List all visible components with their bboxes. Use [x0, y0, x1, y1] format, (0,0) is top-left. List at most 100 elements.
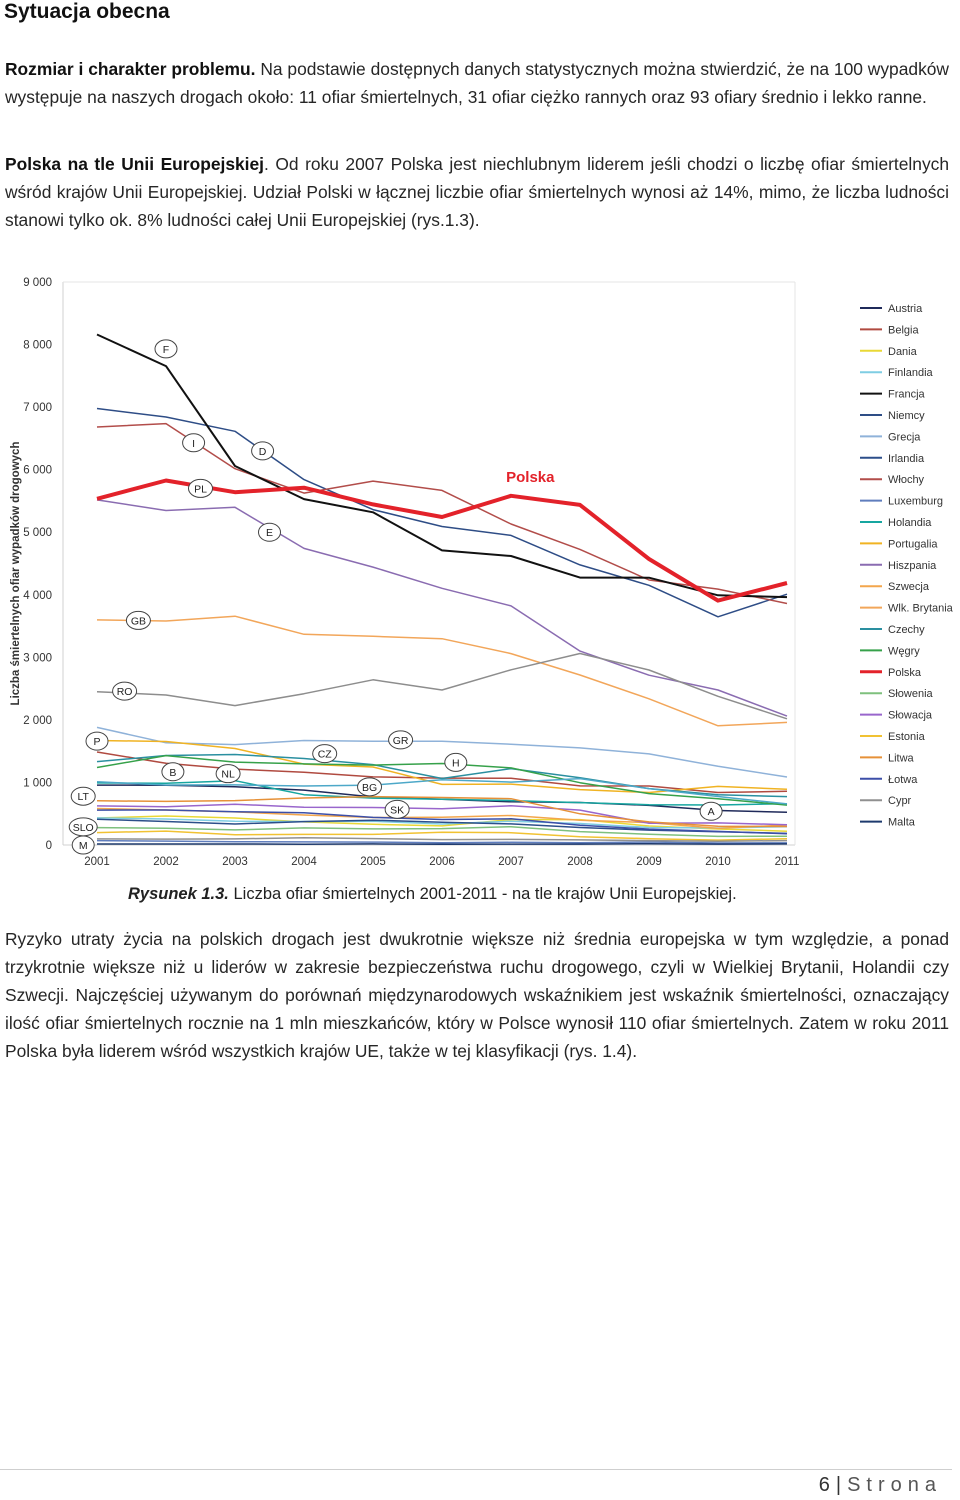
country-bubble-label: SLO — [73, 822, 94, 834]
country-bubble — [388, 730, 414, 750]
series-line — [96, 422, 788, 605]
legend-label: Włochy — [888, 474, 925, 486]
country-bubble-label: GB — [131, 615, 146, 627]
legend-label: Luxemburg — [888, 496, 943, 508]
x-tick-label: 2001 — [84, 856, 110, 868]
country-bubble-label: B — [169, 767, 176, 779]
series-line — [96, 825, 788, 838]
y-tick-label: 2 000 — [23, 715, 52, 727]
country-bubble-label: D — [259, 446, 267, 458]
country-bubble-label: LT — [77, 791, 89, 803]
legend-label: Holandia — [888, 517, 932, 529]
y-tick-label: 5 000 — [23, 527, 52, 539]
country-bubble — [125, 610, 151, 630]
paragraph-lead: Polska na tle Unii Europejskiej — [5, 154, 264, 174]
country-bubble-label: H — [452, 757, 460, 769]
y-tick-label: 7 000 — [23, 402, 52, 414]
series-line — [96, 407, 788, 618]
footer-divider — [0, 1469, 952, 1470]
series-line — [97, 842, 788, 846]
series-line — [96, 795, 788, 828]
series-line — [96, 615, 788, 727]
legend-label: Cypr — [888, 795, 912, 807]
legend-label: Polska — [888, 667, 922, 679]
series-line — [96, 817, 788, 829]
legend-label: Francja — [888, 389, 926, 401]
country-bubble — [258, 522, 281, 542]
paragraph-text: . Od roku 2007 Polska jest niechlubnym l… — [5, 154, 950, 230]
y-tick-label: 6 000 — [23, 465, 52, 477]
country-bubble — [699, 801, 723, 821]
y-tick-label: 3 000 — [23, 652, 52, 664]
country-bubble — [444, 752, 468, 772]
series-line — [96, 499, 788, 717]
series-line — [96, 818, 788, 835]
legend-label: Niemcy — [888, 410, 925, 422]
x-tick-label: 2005 — [360, 856, 386, 868]
legend-label: Grecja — [888, 431, 921, 443]
country-bubble — [188, 478, 213, 498]
country-bubble — [384, 799, 410, 819]
x-tick-label: 2011 — [775, 856, 800, 868]
paragraph-lead: Rozmiar i charakter problemu. — [5, 59, 256, 79]
page-number: 6 — [818, 1474, 830, 1496]
country-bubble-label: GR — [393, 735, 409, 747]
x-tick-label: 2009 — [636, 856, 662, 868]
legend-label: Szwecja — [888, 581, 930, 593]
series-line — [96, 830, 788, 841]
paragraph-problem: Rozmiar i charakter problemu. Na podstaw… — [5, 55, 949, 111]
page-footer: 6 | Strona — [819, 1474, 942, 1497]
country-bubble-label: SK — [390, 804, 404, 816]
legend-label: Irlandia — [888, 453, 925, 465]
legend-label: Czechy — [888, 624, 925, 636]
series-line — [96, 809, 788, 835]
series-line — [96, 839, 788, 844]
legend-label: Słowacja — [888, 710, 933, 722]
country-bubble — [251, 441, 275, 461]
legend-label: Finlandia — [888, 367, 934, 379]
paragraph-text: Na podstawie dostępnych danych statystyc… — [5, 59, 949, 107]
y-tick-label: 9 000 — [23, 277, 52, 289]
legend-label: Łotwa — [888, 774, 918, 786]
x-tick-label: 2007 — [498, 856, 524, 868]
legend-label: Węgry — [888, 645, 920, 657]
legend-label: Portugalia — [888, 538, 938, 550]
x-tick-label: 2003 — [222, 856, 248, 868]
legend-label: Belgia — [888, 324, 919, 336]
country-bubble — [112, 681, 138, 701]
country-bubble-label: NL — [221, 769, 235, 781]
country-bubble-label: BG — [362, 782, 377, 794]
series-line — [96, 836, 788, 842]
legend-label: Dania — [888, 346, 918, 358]
x-tick-label: 2006 — [429, 856, 455, 868]
country-bubble — [71, 835, 95, 855]
country-bubble-label: A — [708, 806, 715, 818]
country-bubble-label: RO — [117, 686, 133, 698]
series-line — [96, 777, 788, 805]
country-bubble — [70, 786, 96, 806]
x-tick-label: 2008 — [567, 856, 593, 868]
country-bubble-label: E — [266, 527, 273, 539]
footer-word: Strona — [847, 1474, 942, 1496]
series-line — [96, 652, 788, 720]
country-bubble — [161, 762, 185, 782]
country-bubble — [182, 433, 206, 453]
country-bubble-label: F — [163, 344, 169, 356]
paragraph-eu: Polska na tle Unii Europejskiej. Od roku… — [5, 150, 949, 234]
series-line — [96, 754, 788, 806]
y-tick-label: 4 000 — [23, 590, 52, 602]
country-bubble-label: I — [192, 438, 195, 450]
y-tick-label: 1 000 — [23, 777, 52, 789]
caption-label: Rysunek 1.3. — [128, 885, 229, 903]
legend-label: Estonia — [888, 731, 926, 743]
country-bubble — [85, 731, 109, 751]
fatalities-line-chart: 0 1 000 2 000 3 000 4 000 5 000 6 000 7 000 8 00… — [10, 277, 954, 868]
figure-caption: Rysunek 1.3. Liczba ofiar śmiertelnych 2… — [128, 885, 737, 904]
legend-label: Malta — [888, 817, 916, 829]
x-tick-label: 2010 — [705, 856, 731, 868]
country-bubble — [154, 339, 178, 359]
legend-label: Słowenia — [888, 688, 934, 700]
legend-label: Wlk. Brytania — [888, 603, 954, 615]
legend-label: Litwa — [888, 752, 915, 764]
